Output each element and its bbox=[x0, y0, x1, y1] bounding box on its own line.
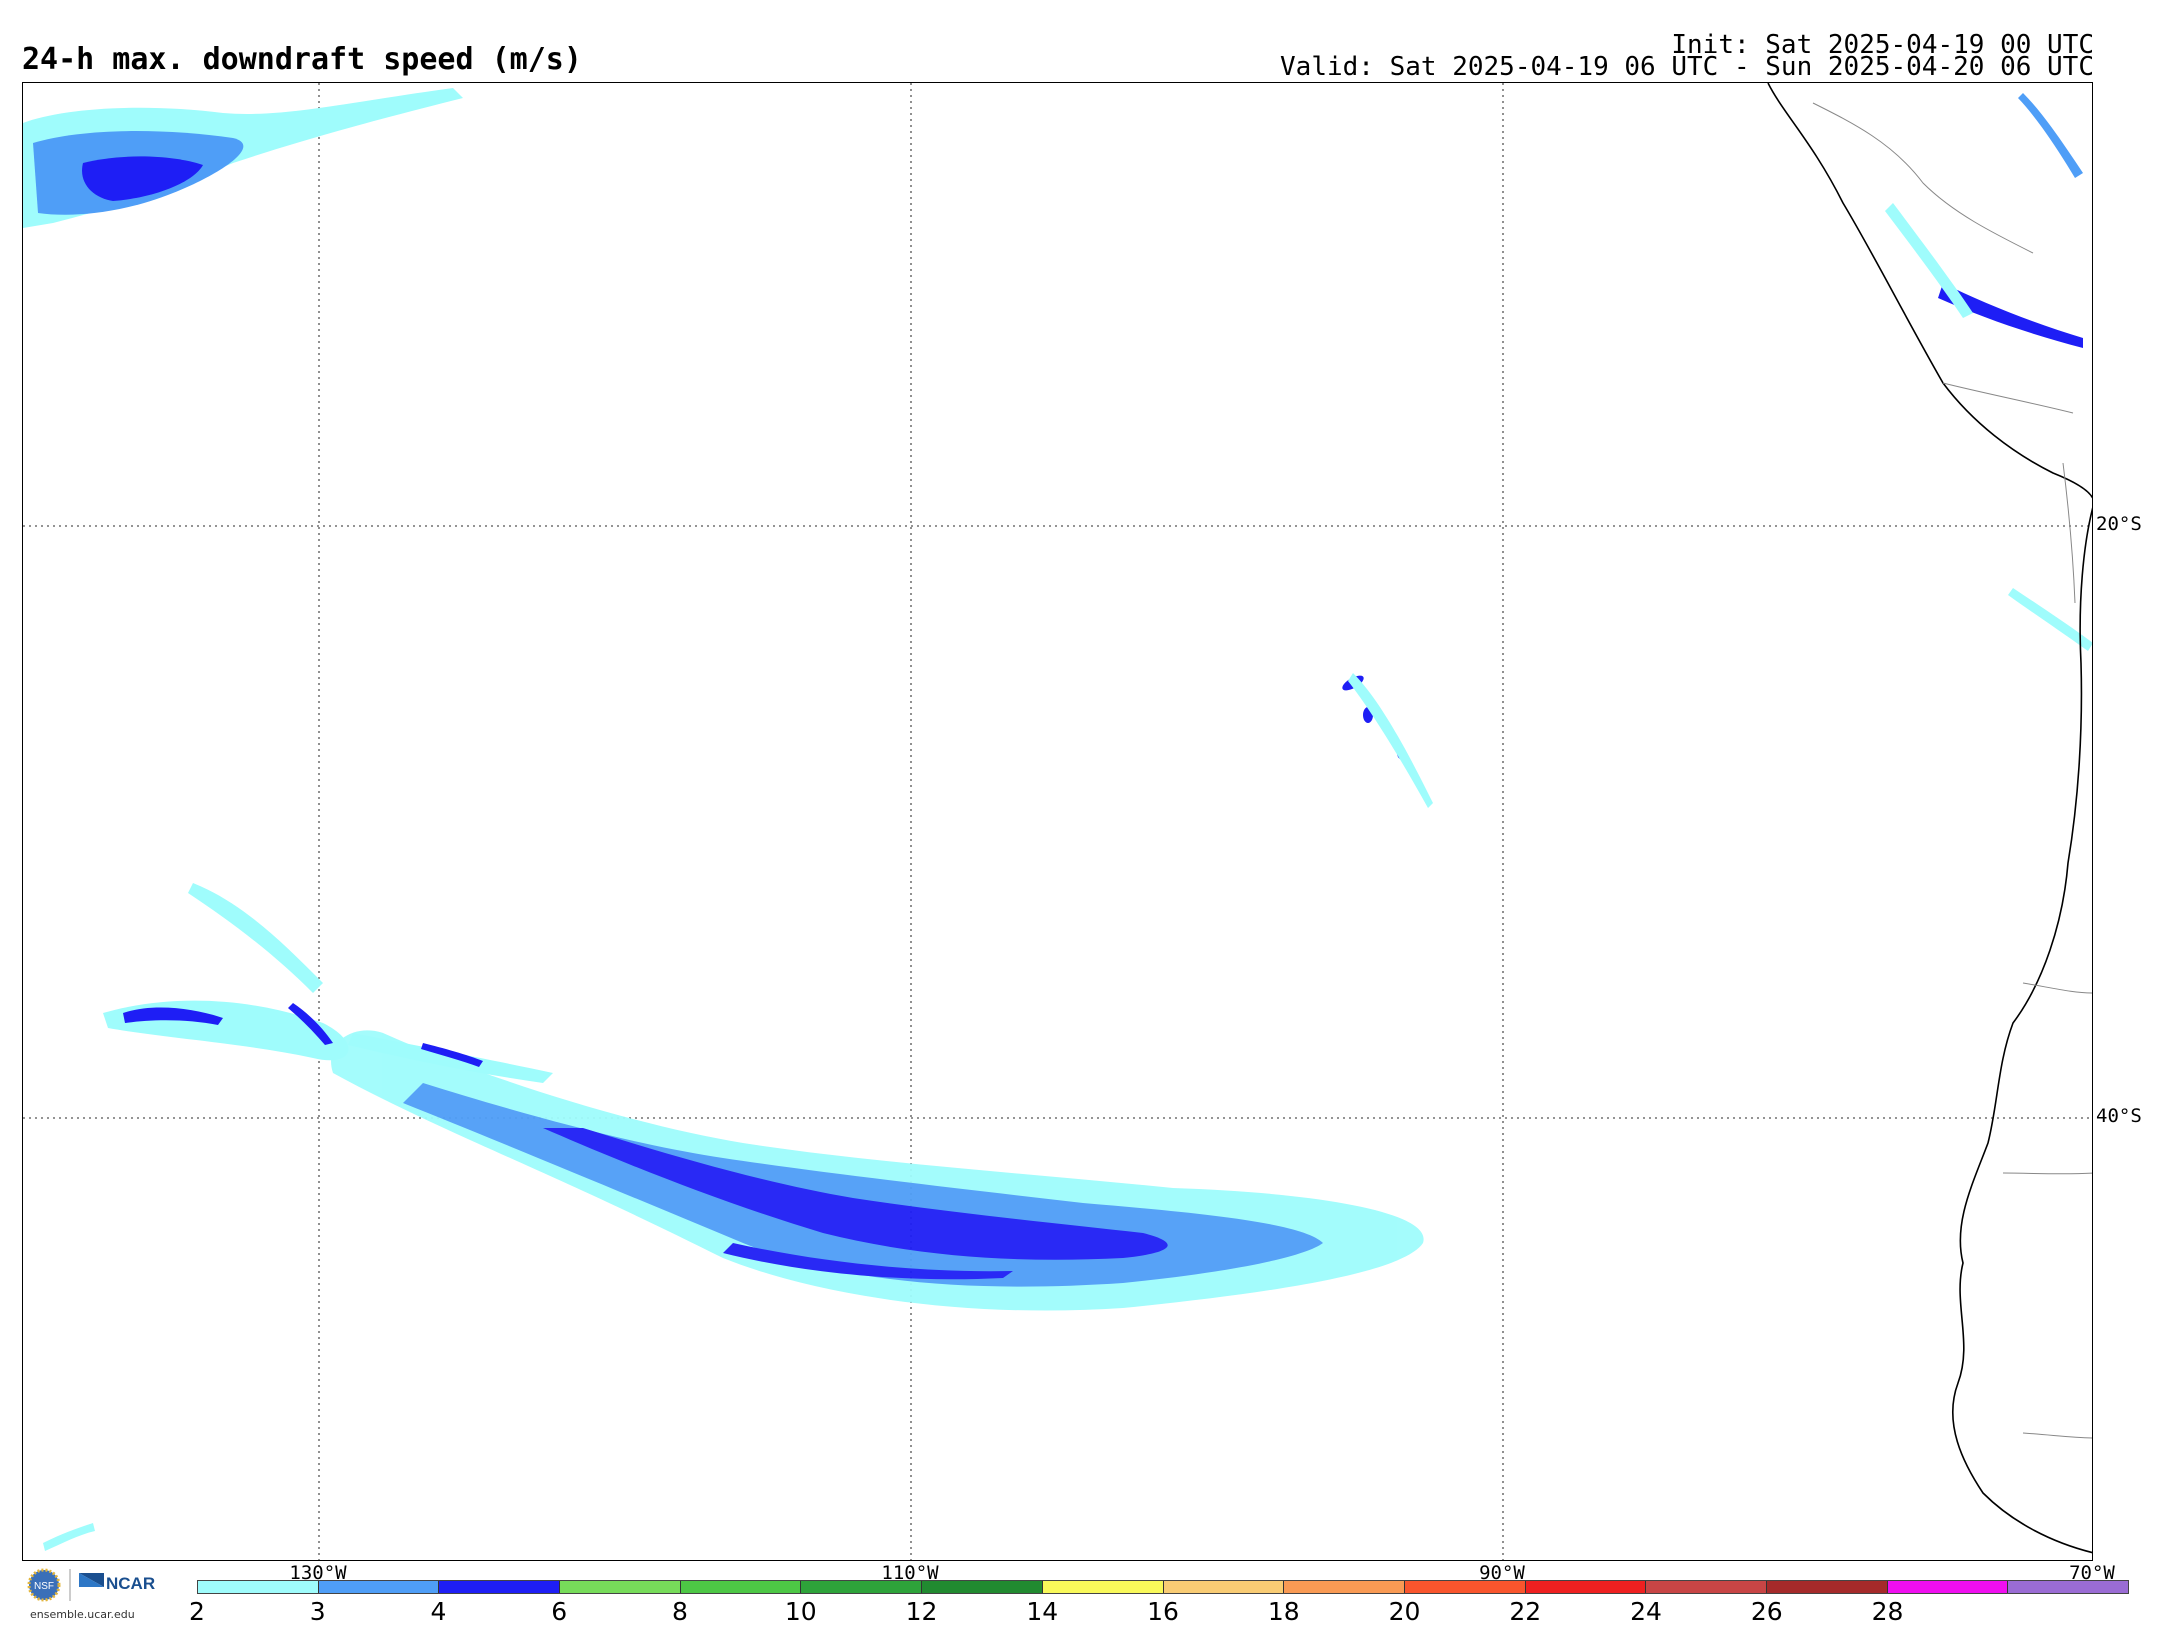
lon-label-110w: 110°W bbox=[881, 1562, 939, 1584]
lon-label-70w: 70°W bbox=[2069, 1562, 2115, 1584]
colorbar-tick-label: 26 bbox=[1750, 1597, 1783, 1626]
colorbar-tick-label: 12 bbox=[905, 1597, 938, 1626]
colorbar-segment bbox=[198, 1581, 319, 1593]
colorbar-tick-label: 16 bbox=[1147, 1597, 1179, 1626]
colorbar-tick-label: 20 bbox=[1388, 1597, 1421, 1626]
colorbar-tick-label: 3 bbox=[309, 1597, 326, 1626]
colorbar-segment bbox=[1042, 1581, 1164, 1593]
colorbar-tick-label: 2 bbox=[189, 1597, 205, 1626]
country-borders bbox=[1812, 102, 2092, 1439]
init-time: Init: Sat 2025-04-19 00 UTC bbox=[1671, 30, 2094, 60]
downdraft-spots-west bbox=[123, 1003, 483, 1067]
colorbar-segment bbox=[1284, 1581, 1405, 1593]
colorbar-tick-label: 24 bbox=[1630, 1597, 1662, 1626]
downdraft-cluster-northwest bbox=[23, 88, 463, 228]
downdraft-band-south bbox=[331, 1030, 1424, 1311]
map-canvas bbox=[23, 83, 2092, 1560]
graticule bbox=[23, 83, 2092, 1560]
lon-label-90w: 90°W bbox=[1479, 1562, 1525, 1584]
colorbar-segment bbox=[560, 1581, 681, 1593]
colorbar-tick-label: 6 bbox=[551, 1597, 568, 1626]
ncar-logo-text: NCAR bbox=[106, 1574, 156, 1593]
map-title: 24-h max. downdraft speed (m/s) bbox=[22, 42, 582, 77]
colorbar-tick-label: 8 bbox=[672, 1597, 688, 1626]
south-america-coast bbox=[1767, 83, 2092, 1554]
lat-label-20s: 20°S bbox=[2096, 513, 2142, 535]
colorbar-segment bbox=[318, 1581, 440, 1593]
colorbar-tick-label: 4 bbox=[430, 1597, 447, 1626]
nsf-ncar-logo: NSF bbox=[24, 1565, 154, 1623]
colorbar-tick-label: 14 bbox=[1026, 1597, 1059, 1626]
downdraft-streaks-west bbox=[103, 883, 553, 1083]
colorbar-tick-label: 28 bbox=[1871, 1597, 1904, 1626]
colorbar-segment bbox=[1766, 1581, 1888, 1593]
ncar-logo-icon bbox=[79, 1573, 104, 1587]
colorbar-segment bbox=[1163, 1581, 1285, 1593]
colorbar-tick-label: 10 bbox=[784, 1597, 817, 1626]
colorbar-segment bbox=[1525, 1581, 1647, 1593]
colorbar-segment bbox=[1404, 1581, 1526, 1593]
lat-label-40s: 40°S bbox=[2096, 1105, 2142, 1127]
colorbar-segment bbox=[801, 1581, 923, 1593]
colorbar-segment bbox=[1646, 1581, 1767, 1593]
colorbar-segment bbox=[439, 1581, 561, 1593]
svg-text:NSF: NSF bbox=[34, 1581, 54, 1592]
lon-label-130w: 130°W bbox=[289, 1562, 347, 1584]
colorbar-segment bbox=[680, 1581, 802, 1593]
nsf-logo-icon: NSF bbox=[27, 1568, 61, 1602]
colorbar-tick-label: 18 bbox=[1267, 1597, 1300, 1626]
valid-time: Valid: Sat 2025-04-19 06 UTC - Sun 2025-… bbox=[1280, 52, 2094, 82]
colorbar-tick-label: 22 bbox=[1509, 1597, 1542, 1626]
map-panel[interactable] bbox=[22, 82, 2093, 1561]
ensemble-url[interactable]: ensemble.ucar.edu bbox=[30, 1608, 135, 1621]
colorbar-segment bbox=[1887, 1581, 2009, 1593]
colorbar bbox=[197, 1580, 2129, 1594]
colorbar-segment bbox=[922, 1581, 1043, 1593]
downdraft-cells-andes bbox=[1885, 93, 2083, 348]
colorbar-segment bbox=[2008, 1581, 2128, 1593]
